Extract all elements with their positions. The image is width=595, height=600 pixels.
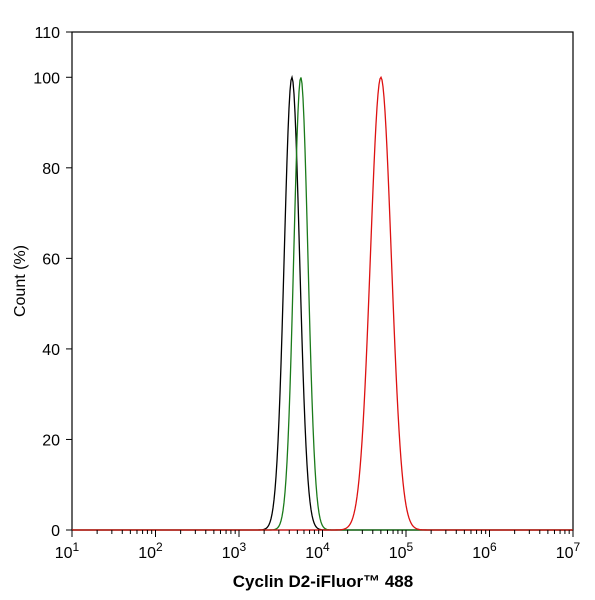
y-tick-label: 20 (42, 432, 60, 449)
y-tick-label: 0 (51, 523, 60, 540)
x-tick-label: 106 (472, 540, 497, 562)
y-tick-label: 80 (42, 161, 60, 178)
x-tick-label: 104 (305, 540, 330, 562)
y-axis-label: Count (%) (12, 245, 29, 317)
y-axis: 0 20 40 60 80 100 110 (33, 25, 72, 540)
x-tick-label: 102 (138, 540, 163, 562)
y-tick-label: 100 (33, 70, 60, 87)
x-tick-label: 105 (389, 540, 414, 562)
x-tick-label: 101 (55, 540, 80, 562)
y-tick-label: 40 (42, 342, 60, 359)
x-tick-label: 107 (556, 540, 581, 562)
x-tick-label: 103 (222, 540, 247, 562)
plot-frame (71, 31, 574, 531)
y-tick-label: 110 (34, 25, 60, 42)
x-axis-label: Cyclin D2-iFluor™ 488 (233, 572, 413, 591)
x-axis: 101 102 103 104 105 106 107 (55, 530, 581, 562)
histogram-series-line (72, 74, 573, 531)
histogram-series-line (72, 75, 573, 531)
histogram-series-line (72, 77, 573, 531)
y-tick-label: 60 (42, 251, 60, 268)
series-layer (72, 74, 573, 531)
